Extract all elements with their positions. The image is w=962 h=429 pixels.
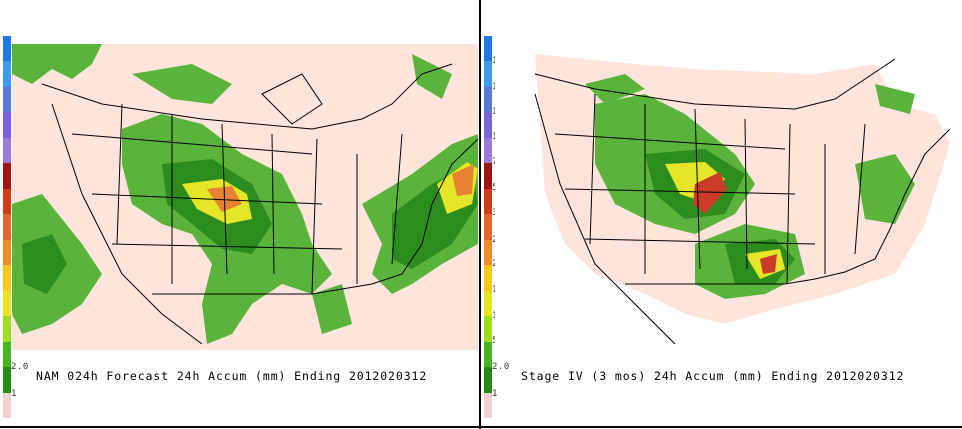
colorbar-segment xyxy=(484,163,492,190)
boundaries xyxy=(534,58,951,345)
stage-iv-caption: Stage IV (3 mos) 24h Accum (mm) Ending 2… xyxy=(521,369,905,383)
panel-divider xyxy=(479,0,481,429)
colorbar-segment xyxy=(484,36,492,62)
colorbar-segment xyxy=(484,392,492,419)
colorbar-segment xyxy=(3,137,11,164)
colorbar-segment xyxy=(3,86,11,113)
colorbar-segment xyxy=(3,163,11,190)
colorbar-segment xyxy=(3,392,11,419)
colorbar-right xyxy=(484,36,492,419)
colorbar-segment xyxy=(3,290,11,317)
colorbar-segment xyxy=(484,214,492,241)
stage-iv-panel: 175.0150.0125.0100.075.050.035.025.020.0… xyxy=(481,0,962,427)
colorbar-segment xyxy=(484,316,492,343)
colorbar-label: 1 xyxy=(492,389,498,399)
colorbar-segment xyxy=(3,367,11,394)
colorbar-segment xyxy=(484,61,492,88)
colorbar-segment xyxy=(484,341,492,368)
colorbar-segment xyxy=(3,188,11,215)
stage-iv-map xyxy=(495,44,957,350)
boundaries xyxy=(41,63,478,345)
bottom-border xyxy=(0,426,962,428)
colorbar-segment xyxy=(3,214,11,241)
nam-forecast-panel: 175.0150.0125.0100.075.050.035.025.020.0… xyxy=(0,0,479,427)
nam-forecast-map xyxy=(12,44,478,350)
colorbar-label: 2.0 xyxy=(492,362,510,372)
colorbar-segment xyxy=(3,265,11,292)
colorbar-segment xyxy=(3,239,11,266)
colorbar-segment xyxy=(3,341,11,368)
colorbar-segment xyxy=(3,316,11,343)
nam-map-svg xyxy=(12,44,478,350)
precip-red xyxy=(693,172,777,274)
colorbar-segment xyxy=(3,61,11,88)
colorbar-segment xyxy=(484,86,492,113)
colorbar-segment xyxy=(3,112,11,139)
colorbar-segment xyxy=(484,265,492,292)
colorbar-segment xyxy=(484,112,492,139)
colorbar-segment xyxy=(3,36,11,62)
colorbar-left xyxy=(3,36,11,419)
colorbar-label: 1 xyxy=(11,389,17,399)
colorbar-segment xyxy=(484,188,492,215)
colorbar-segment xyxy=(484,137,492,164)
colorbar-segment xyxy=(484,290,492,317)
colorbar-segment xyxy=(484,239,492,266)
colorbar-segment xyxy=(484,367,492,394)
colorbar-label: 2.0 xyxy=(11,362,29,372)
nam-caption: NAM 024h Forecast 24h Accum (mm) Ending … xyxy=(36,369,428,383)
stage-iv-map-svg xyxy=(495,44,957,350)
